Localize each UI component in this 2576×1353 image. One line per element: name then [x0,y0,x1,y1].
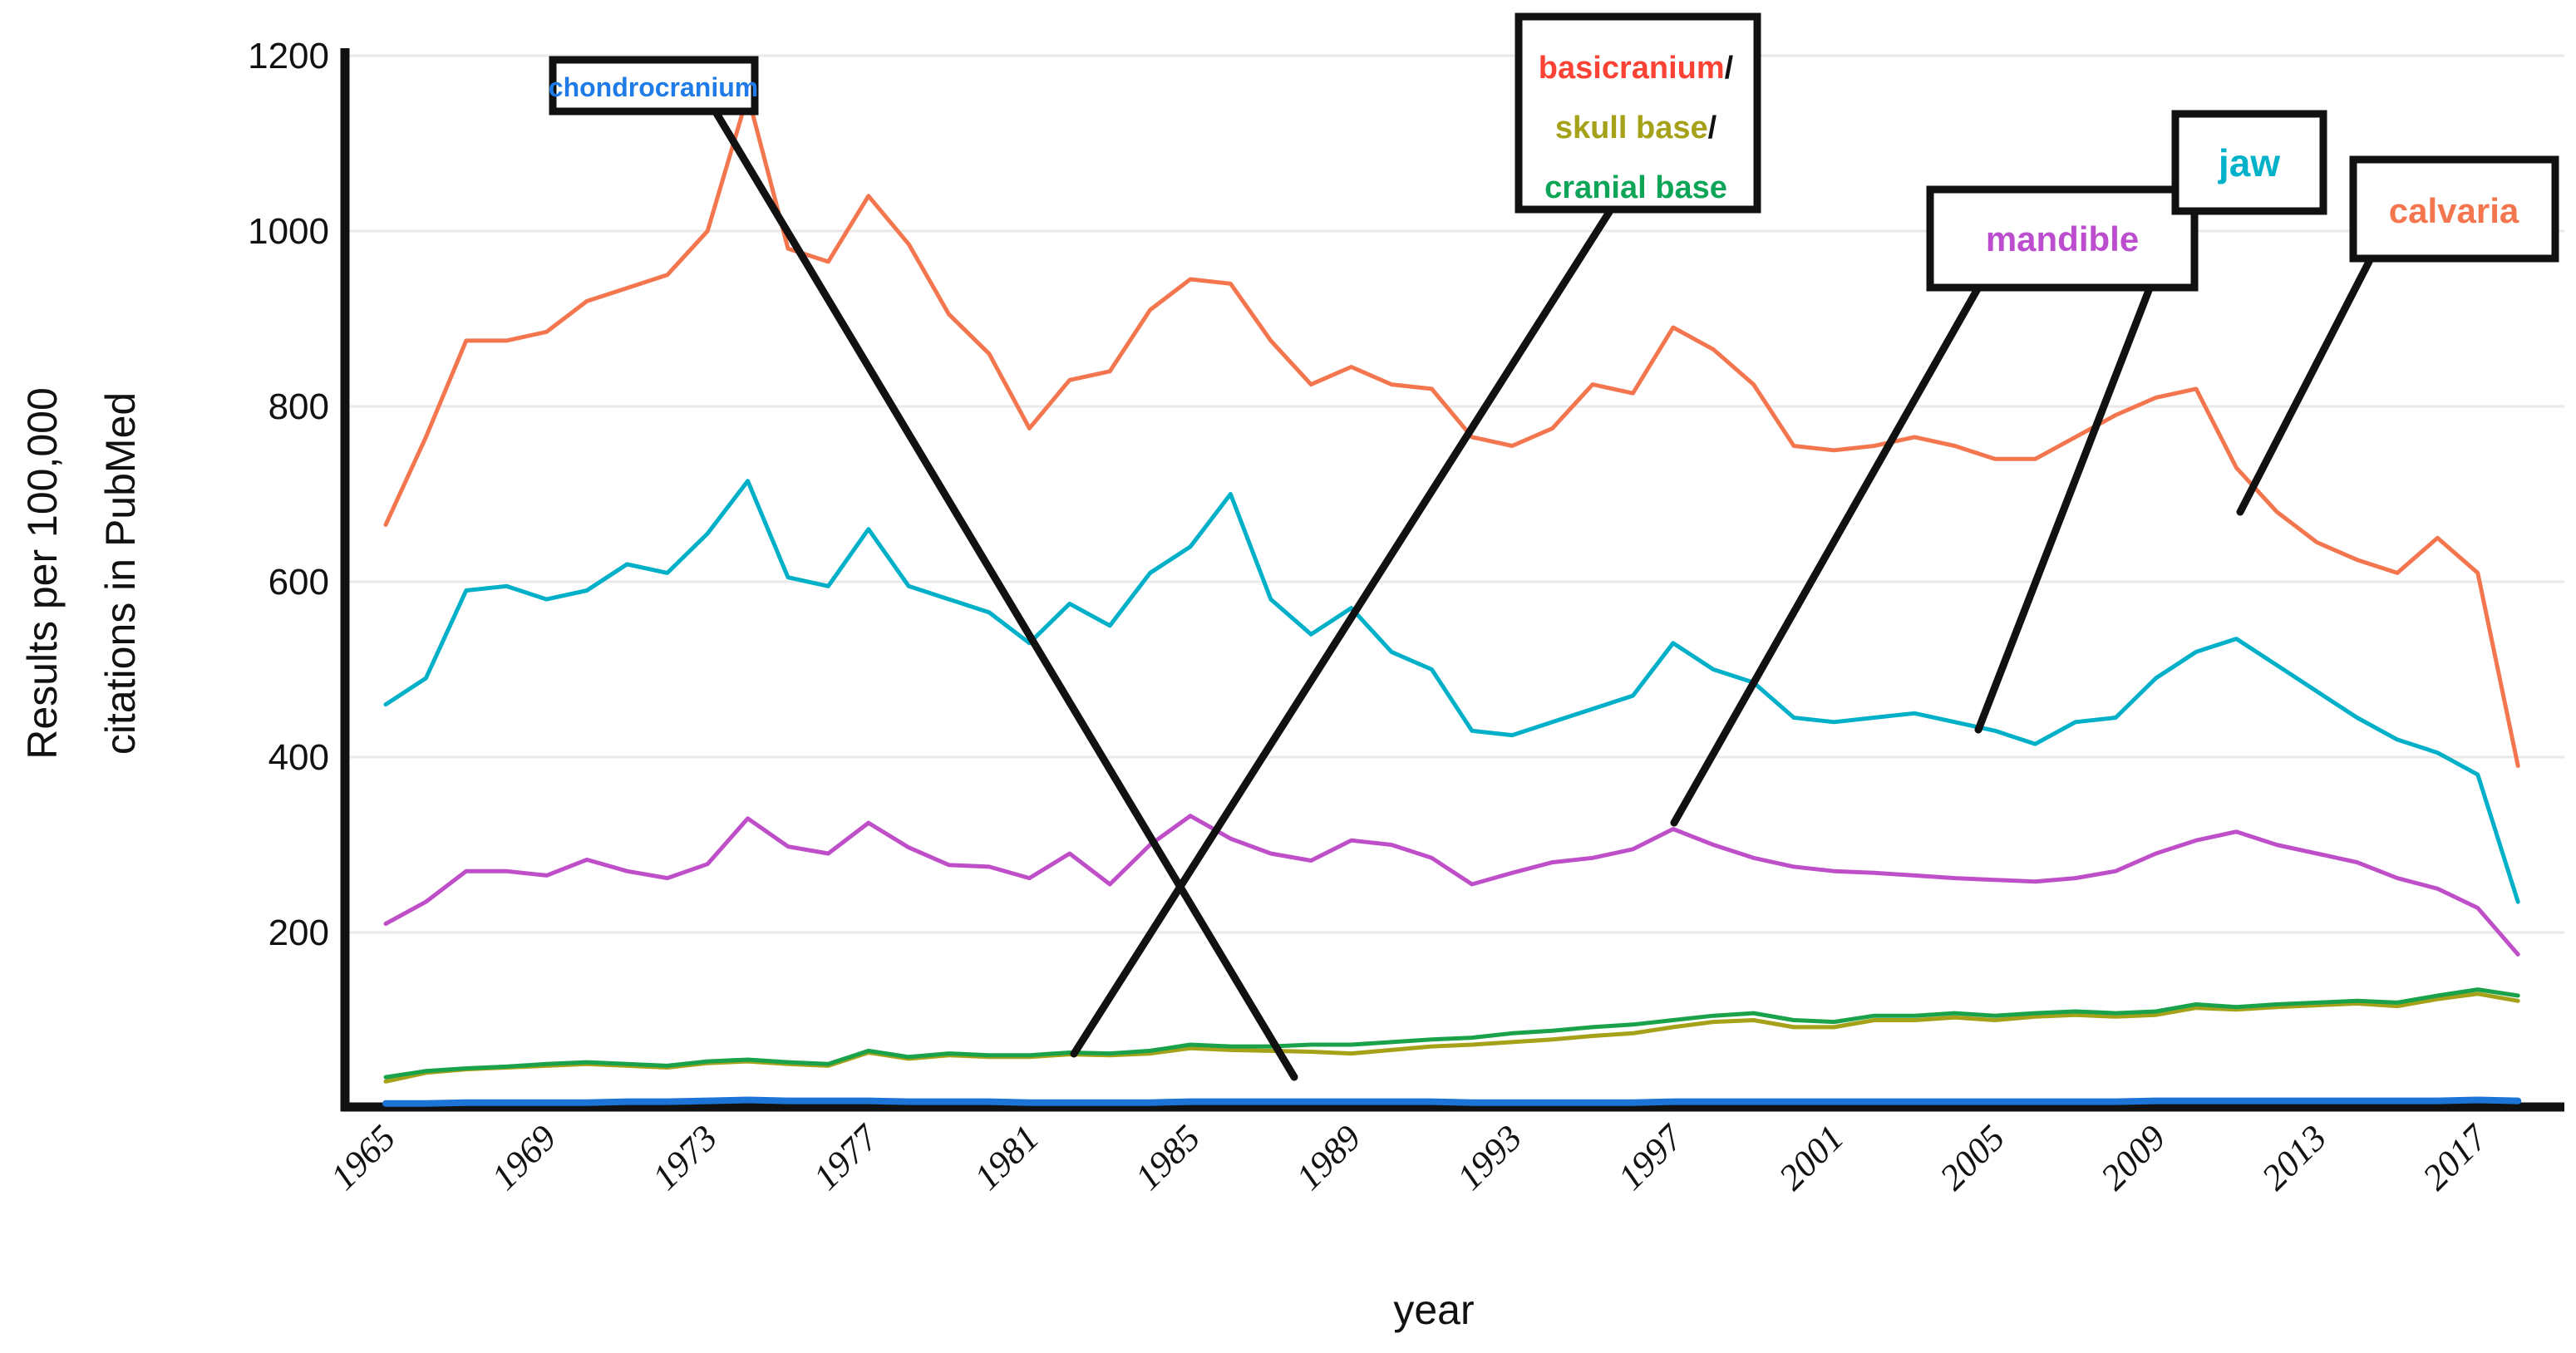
leader-basicranium-group [1070,205,1615,1058]
leader-jaw [1974,207,2184,734]
callout-calvaria: calvaria [2349,155,2559,263]
x-tick-label-1965: 1965 [323,1117,403,1198]
leader-chondrocranium [711,106,1298,1081]
callout-basicranium-label: basicranium/ [1539,51,1734,86]
x-tick-label-1969: 1969 [484,1117,564,1198]
y-axis-title-line2: citations in PubMed [97,392,144,755]
x-tick-label-1985: 1985 [1127,1117,1208,1198]
series-line-jaw [383,479,2520,904]
callout-mandible-box [1926,185,2199,292]
callout-jaw-box [2171,110,2327,215]
x-tick-label-1981: 1981 [967,1117,1047,1198]
y-tick-label-200: 200 [268,913,329,953]
leader-calvaria [2236,254,2375,516]
y-tick-label-1200: 1200 [248,36,329,76]
callout-cranial-base-label: cranial base [1544,170,1727,205]
callout-chondrocranium-label: chondrocranium [549,72,758,102]
x-tick-label-2017: 2017 [2415,1116,2496,1198]
data-series [382,93,2522,1107]
x-tick-label-1993: 1993 [1449,1117,1529,1198]
callout-mandible-label: mandible [1986,219,2139,258]
x-tick-label-1977: 1977 [805,1116,887,1198]
x-tick-label-2009: 2009 [2093,1117,2174,1198]
callout-basicranium-group: basicranium/ skull base/ cranial base [1515,12,1761,214]
callout-chondrocranium: chondrocranium [549,56,759,116]
callout-chondrocranium-box [549,56,759,116]
callout-calvaria-box [2349,155,2559,263]
x-tick-label-2005: 2005 [1932,1117,2012,1198]
x-tick-label-1973: 1973 [644,1117,725,1198]
leader-mandible [1670,283,1982,827]
series-line-chondrocranium [382,1096,2522,1107]
y-tick-labels: 200 400 600 800 1000 1200 [248,36,329,953]
callout-skull-base-label: skull base/ [1555,111,1717,145]
callout-basicranium-box [1515,12,1761,214]
series-line-cranial-base [383,987,2520,1080]
series-line-mandible [383,814,2520,957]
x-tick-labels: 1965 1969 1973 1977 1981 1985 1989 1993 1997 2001… [323,1116,2496,1198]
callout-mandible: mandible [1926,185,2199,292]
gridlines [342,54,2564,934]
x-tick-label-1989: 1989 [1288,1117,1369,1198]
y-tick-label-400: 400 [268,737,329,778]
series-line-calvaria [383,93,2520,768]
y-tick-label-800: 800 [268,386,329,427]
y-tick-label-1000: 1000 [248,211,329,252]
x-tick-label-2001: 2001 [1771,1117,1852,1198]
callout-calvaria-label: calvaria [2389,191,2519,230]
x-tick-label-1997: 1997 [1610,1116,1692,1198]
callout-jaw-label: jaw [2218,141,2280,184]
callout-jaw: jaw [2171,110,2327,215]
x-tick-label-2013: 2013 [2253,1117,2334,1198]
x-axis-title: year [1393,1287,1474,1333]
y-axis-title-line1: Results per 100,000 [19,387,66,760]
y-tick-label-600: 600 [268,562,329,603]
